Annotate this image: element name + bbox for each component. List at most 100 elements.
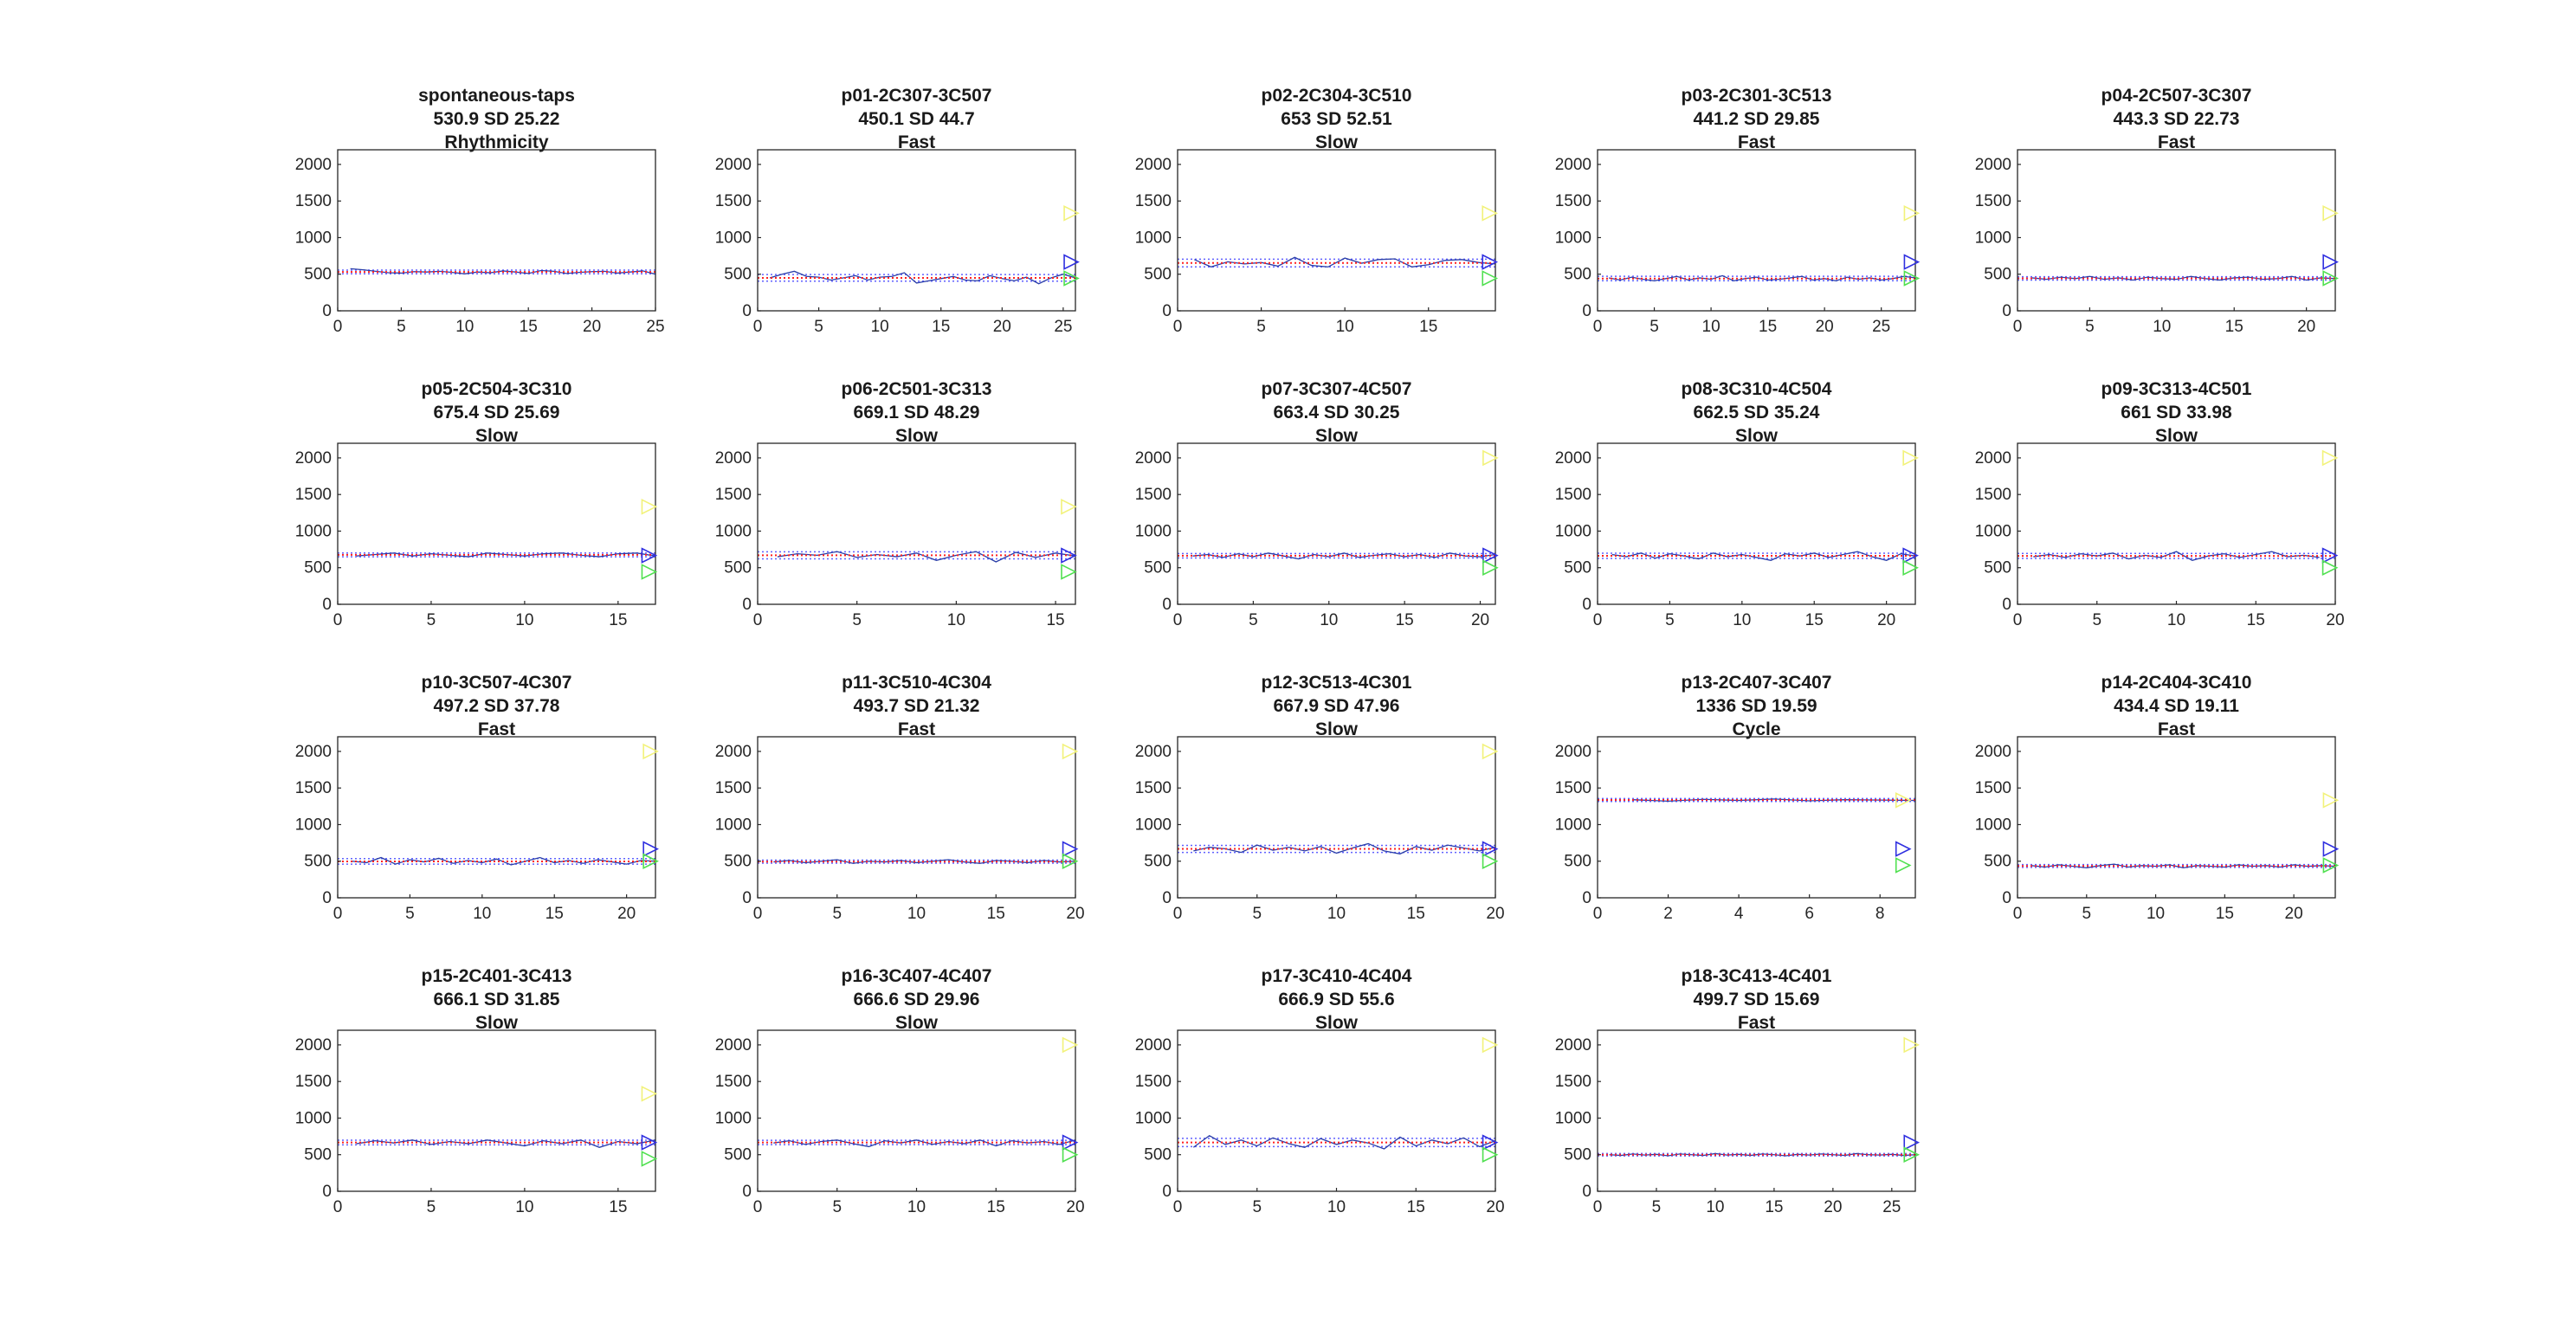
x-tick-label: 0 [1593,905,1603,923]
x-tick-label: 20 [2326,611,2344,629]
y-tick-label: 500 [724,853,752,871]
x-tick-label: 10 [1702,318,1721,336]
subplot-stats: 441.2 SD 29.85 [1694,109,1820,129]
interval-series-line [2033,551,2320,561]
marker-blue-triangle [1482,547,1499,564]
marker-green-triangle [1062,853,1079,870]
x-tick-label: 5 [2092,611,2101,629]
subplot-stats: 499.7 SD 15.69 [1694,990,1820,1009]
y-tick-label: 500 [724,266,752,284]
subplot-title: p13-2C407-3C407 [1682,673,1832,693]
y-tick-label: 500 [724,559,752,577]
y-tick-label: 500 [1564,1146,1591,1164]
x-tick-label: 10 [1336,318,1354,336]
marker-yellow-triangle [1482,205,1499,222]
y-tick-label: 1500 [1555,779,1591,797]
y-tick-label: 1500 [1555,1073,1591,1091]
x-tick-label: 0 [753,905,763,923]
plot-area [1178,842,1495,855]
plot-area [338,856,655,866]
y-tick-label: 1500 [1555,486,1591,504]
y-tick-label: 1000 [295,229,332,247]
x-tick-label: 10 [1733,611,1751,629]
subplot-title: p01-2C307-3C507 [842,86,992,106]
marker-blue-triangle [2321,547,2339,564]
subplot-label: Slow [475,1013,519,1033]
subplot-label: Slow [1315,426,1359,446]
marker-blue-triangle [2322,841,2340,857]
y-tick-label: 0 [322,302,332,320]
x-tick-label: 5 [405,905,415,923]
subplot-2: p02-2C304-3C510 653 SD 52.51 Slow 0 500 1000 1… [1135,86,1499,336]
subplot-stats: 675.4 SD 25.69 [434,403,560,422]
x-tick-label: 5 [814,318,823,336]
x-tick-label: 25 [646,318,664,336]
y-tick-label: 1000 [1975,816,2011,834]
marker-blue-triangle [1902,547,1919,564]
x-tick-label: 10 [1327,905,1346,923]
x-tick-label: 0 [1173,611,1183,629]
plot-area [758,551,1075,563]
subplot-13: p13-2C407-3C407 1336 SD 19.59 Cycle 0 500 100… [1555,673,1916,923]
y-tick-label: 1000 [1555,816,1591,834]
y-tick-label: 1500 [715,486,752,504]
x-tick-label: 10 [2153,318,2171,336]
x-tick-label: 15 [2225,318,2244,336]
x-tick-label: 15 [987,905,1005,923]
interval-series-line [1193,842,1495,855]
marker-blue-triangle [1062,841,1079,857]
x-tick-label: 10 [947,611,965,629]
axes-box [1597,1029,1916,1192]
subplot-label: Fast [898,719,935,739]
y-tick-label: 500 [1564,266,1591,284]
plot-area [1178,256,1495,268]
axes-box [2017,736,2336,899]
y-tick-label: 2000 [1135,743,1172,761]
y-tick-label: 2000 [715,156,752,174]
plot-area [1598,551,1915,561]
y-tick-label: 2000 [1555,156,1591,174]
marker-blue-triangle [2322,254,2339,270]
subplot-stats: 1336 SD 19.59 [1695,696,1817,716]
y-tick-label: 2000 [295,156,332,174]
marker-blue-triangle [641,1134,658,1151]
plot-area [2018,551,2335,561]
axes-box [337,1029,656,1192]
y-tick-label: 1500 [1975,779,2011,797]
y-tick-label: 1500 [295,486,332,504]
x-tick-label: 10 [2167,611,2185,629]
y-tick-label: 2000 [1975,743,2011,761]
plot-area [758,1139,1075,1148]
y-tick-label: 2000 [1975,449,2011,468]
marker-blue-triangle [1482,1134,1499,1151]
x-tick-label: 5 [832,905,842,923]
y-tick-label: 2000 [1555,1036,1591,1054]
y-tick-label: 1500 [1135,779,1172,797]
marker-green-triangle [2322,857,2340,874]
marker-blue-triangle [1063,254,1080,270]
marker-blue-triangle [1903,254,1921,270]
y-tick-label: 2000 [1135,1036,1172,1054]
marker-blue-triangle [1482,254,1499,270]
y-tick-label: 1000 [1135,522,1172,540]
x-tick-label: 5 [1252,1198,1262,1216]
marker-green-triangle [641,564,658,580]
y-tick-label: 0 [742,1183,752,1201]
y-tick-label: 2000 [1135,449,1172,468]
y-tick-label: 1000 [1135,229,1172,247]
y-tick-label: 1000 [715,1109,752,1127]
y-tick-label: 1500 [715,192,752,210]
y-tick-label: 0 [322,1183,332,1201]
x-tick-label: 8 [1876,905,1885,923]
y-tick-label: 1500 [1135,192,1172,210]
x-tick-label: 15 [1759,318,1777,336]
marker-green-triangle [641,1151,658,1167]
subplot-label: Fast [1738,1013,1775,1033]
subplot-label: Rhythmicity [444,132,549,152]
y-tick-label: 1500 [1555,192,1591,210]
axes-box [1177,736,1496,899]
